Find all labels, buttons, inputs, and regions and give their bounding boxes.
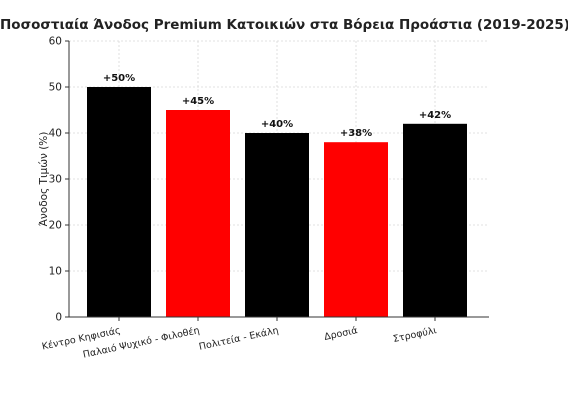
y-ticks: 0 10 20 30 40 50 60	[49, 36, 69, 324]
x-tick-label: Δροσιά	[323, 325, 358, 343]
y-tick-label: 30	[49, 174, 62, 186]
y-tick-label: 0	[55, 312, 62, 324]
x-tick-label: Στροφύλι	[392, 325, 437, 345]
bar	[403, 123, 467, 317]
y-tick-label: 10	[49, 266, 62, 278]
bar	[245, 133, 309, 317]
data-label: +38%	[340, 128, 372, 139]
data-label: +50%	[103, 73, 135, 84]
bars: +50% +45% +40% +38% +42%	[87, 73, 467, 317]
chart-title: Ποσοστιαία Άνοδος Premium Κατοικιών στα …	[0, 17, 568, 33]
data-label: +40%	[261, 119, 293, 130]
y-tick-label: 40	[49, 128, 62, 140]
bar	[166, 110, 230, 317]
x-tick-label: Πολιτεία - Εκάλη	[198, 325, 280, 353]
y-tick-label: 50	[49, 82, 62, 94]
bar	[87, 87, 151, 317]
data-label: +45%	[182, 96, 214, 107]
data-label: +42%	[419, 110, 451, 121]
y-axis-label: Άνοδος Τιμών (%)	[38, 132, 50, 227]
y-tick-label: 20	[49, 220, 62, 232]
y-tick-label: 60	[49, 36, 62, 48]
bar	[324, 142, 388, 317]
